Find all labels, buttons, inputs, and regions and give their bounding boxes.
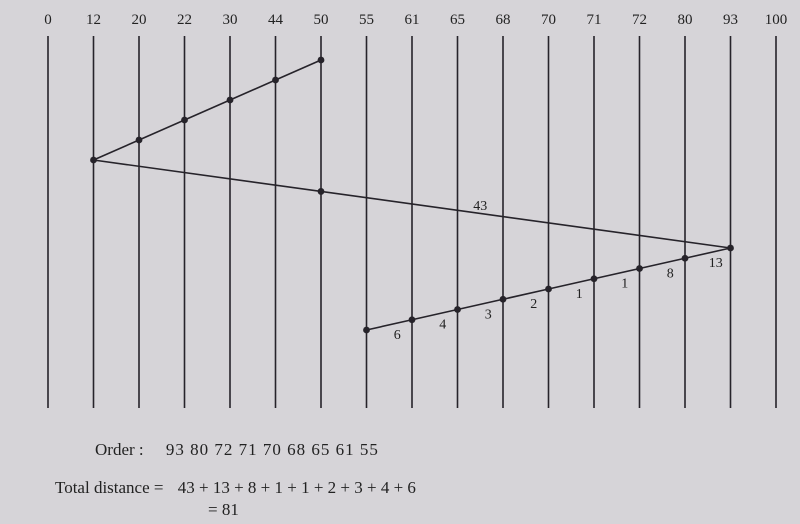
seek-segment [594, 269, 640, 279]
seek-segment [185, 100, 231, 120]
track-label: 68 [496, 12, 511, 28]
order-label: Order : [95, 440, 144, 460]
track-label: 20 [132, 12, 147, 28]
track-label: 65 [450, 12, 465, 28]
edge-label: 4 [439, 318, 446, 333]
seek-node [272, 77, 279, 84]
edge-label: 8 [667, 266, 674, 281]
total-result-line: = 81 [0, 500, 800, 520]
order-values: 93 80 72 71 70 68 65 61 55 [166, 440, 379, 460]
track-label: 0 [44, 12, 52, 28]
order-line: Order : 93 80 72 71 70 68 65 61 55 [0, 440, 800, 460]
seek-segment [685, 248, 731, 258]
seek-node [363, 327, 370, 334]
track-label: 100 [765, 12, 788, 28]
edge-label: 1 [621, 277, 628, 292]
total-label: Total distance = [55, 478, 163, 498]
track-label: 72 [632, 12, 647, 28]
track-label: 30 [223, 12, 238, 28]
seek-segment [458, 299, 504, 309]
track-label: 22 [177, 12, 192, 28]
track-label: 80 [678, 12, 693, 28]
edge-label: 43 [473, 199, 487, 214]
track-label: 70 [541, 12, 556, 28]
total-eq: = 81 [208, 500, 239, 520]
seek-segment [230, 80, 276, 100]
track-label: 55 [359, 12, 374, 28]
track-label: 93 [723, 12, 738, 28]
seek-node [318, 188, 325, 195]
seek-segment [276, 60, 322, 80]
seek-node [318, 57, 325, 64]
edge-label: 2 [530, 297, 537, 312]
track-label: 44 [268, 12, 284, 28]
total-expr: 43 + 13 + 8 + 1 + 1 + 2 + 3 + 4 + 6 [178, 478, 416, 498]
track-label: 50 [314, 12, 329, 28]
track-label: 12 [86, 12, 101, 28]
edge-label: 6 [394, 328, 401, 343]
edge-label: 3 [485, 307, 492, 322]
seek-segment [503, 289, 549, 299]
edge-label: 1 [576, 287, 583, 302]
seek-segment [640, 258, 686, 268]
seek-segment [549, 279, 595, 289]
seek-node [227, 97, 234, 104]
seek-segment [412, 310, 458, 320]
edge-label: 13 [709, 256, 723, 271]
seek-node [181, 117, 188, 124]
track-label: 61 [405, 12, 420, 28]
seek-node [136, 137, 143, 144]
seek-segment [139, 120, 185, 140]
total-line: Total distance = 43 + 13 + 8 + 1 + 1 + 2… [0, 478, 800, 498]
seek-segment [94, 140, 140, 160]
seek-segment [367, 320, 413, 330]
track-label: 71 [587, 12, 602, 28]
